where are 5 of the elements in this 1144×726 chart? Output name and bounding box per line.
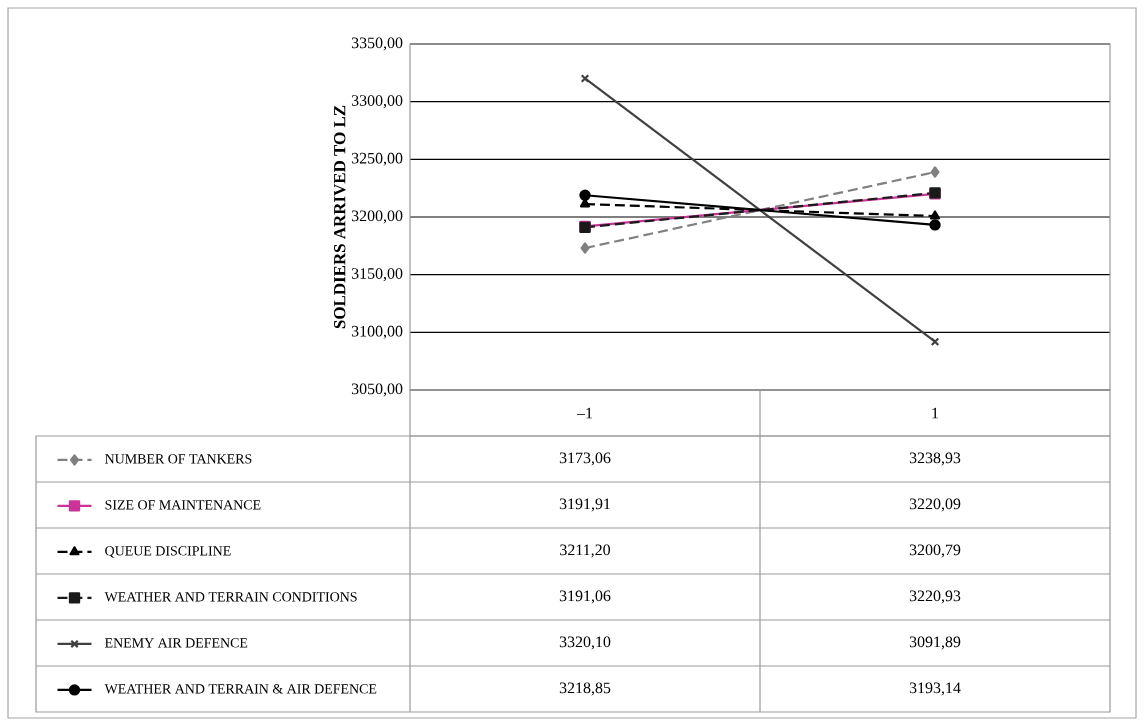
point (929, 219, 941, 231)
y-axis-title: SOLDIERS ARRIVED TO LZ (334, 105, 346, 329)
point (580, 242, 590, 254)
point (579, 189, 591, 201)
point (930, 166, 940, 178)
